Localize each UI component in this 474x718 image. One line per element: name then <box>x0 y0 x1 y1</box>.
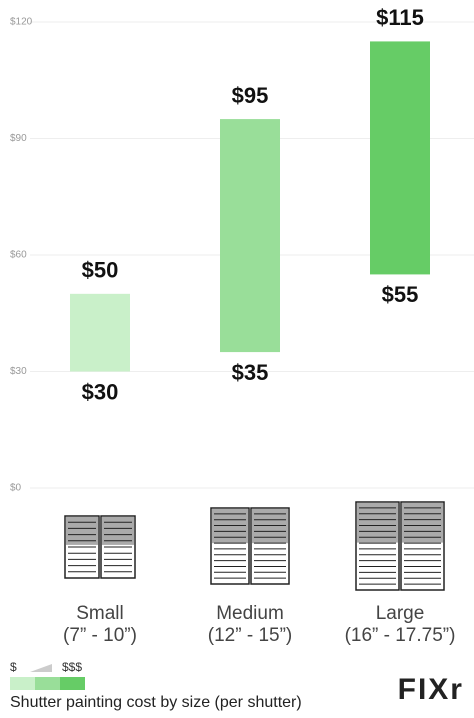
shutter-paint <box>402 503 443 543</box>
low-label: $30 <box>82 379 119 404</box>
scale-wedge <box>30 664 52 672</box>
high-label: $50 <box>82 258 119 283</box>
category-label: Large <box>376 603 425 624</box>
category-label: Small <box>76 603 124 624</box>
shutter-paint <box>357 503 398 543</box>
category-label: Medium <box>216 603 284 624</box>
bar <box>70 293 130 372</box>
y-tick-label: $60 <box>10 250 27 261</box>
size-label: (12” - 15”) <box>208 625 292 646</box>
scale-low: $ <box>10 660 17 674</box>
low-label: $35 <box>232 360 269 385</box>
bar <box>370 41 430 275</box>
bar <box>220 119 280 353</box>
y-tick-label: $30 <box>10 366 27 377</box>
y-tick-label: $0 <box>10 483 22 494</box>
scale-swatch <box>10 677 35 690</box>
caption: Shutter painting cost by size (per shutt… <box>10 694 302 711</box>
high-label: $95 <box>232 83 269 108</box>
scale-high: $$$ <box>62 660 82 674</box>
size-label: (7” - 10”) <box>63 625 137 646</box>
y-tick-label: $120 <box>10 17 33 28</box>
high-label: $115 <box>376 5 424 30</box>
logo: FIXr <box>398 673 464 706</box>
low-label: $55 <box>382 282 419 307</box>
shutter-paint <box>102 517 134 545</box>
scale-swatch <box>60 677 85 690</box>
scale-swatch <box>35 677 60 690</box>
size-label: (16” - 17.75”) <box>345 625 456 646</box>
y-tick-label: $90 <box>10 133 27 144</box>
shutter-paint <box>66 517 98 545</box>
